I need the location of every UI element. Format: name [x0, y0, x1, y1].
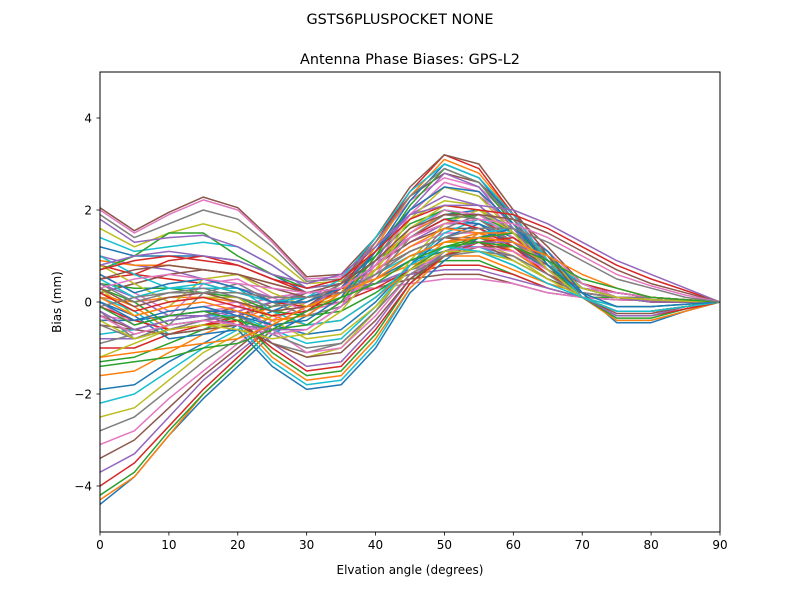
chart-title: Antenna Phase Biases: GPS-L2 [300, 52, 520, 68]
series-line-41 [100, 227, 720, 391]
y-axis-label: Bias (mm) [50, 271, 64, 333]
series-line-67 [100, 218, 720, 303]
x-tick-label: 40 [368, 538, 383, 552]
x-tick-label: 70 [575, 538, 590, 552]
series-line-60 [100, 163, 720, 312]
y-tick-label: −2 [74, 387, 92, 401]
series-line-65 [100, 204, 720, 303]
figure-suptitle: GSTS6PLUSPOCKET NONE [307, 12, 494, 28]
x-tick-label: 0 [96, 538, 104, 552]
x-tick-label: 50 [437, 538, 452, 552]
x-tick-label: 20 [230, 538, 245, 552]
series-line-64 [100, 204, 720, 303]
x-axis-label: Elvation angle (degrees) [337, 563, 484, 577]
series-line-68 [100, 227, 720, 308]
series-line-63 [100, 241, 720, 368]
series-lines [100, 154, 720, 505]
y-tick-label: 2 [84, 203, 92, 217]
x-tick-label: 30 [299, 538, 314, 552]
x-tick-label: 60 [506, 538, 521, 552]
x-tick-label: 80 [643, 538, 658, 552]
x-tick-label: 90 [712, 538, 727, 552]
y-tick-label: −4 [74, 479, 92, 493]
y-tick-label: 4 [84, 111, 92, 125]
series-line-66 [100, 213, 720, 303]
x-axis: 0 10 20 30 40 50 60 70 80 90 [96, 532, 728, 552]
x-tick-label: 10 [161, 538, 176, 552]
series-line-46 [100, 246, 720, 358]
y-axis: −4 −2 0 2 4 [74, 111, 100, 493]
y-tick-label: 0 [84, 295, 92, 309]
